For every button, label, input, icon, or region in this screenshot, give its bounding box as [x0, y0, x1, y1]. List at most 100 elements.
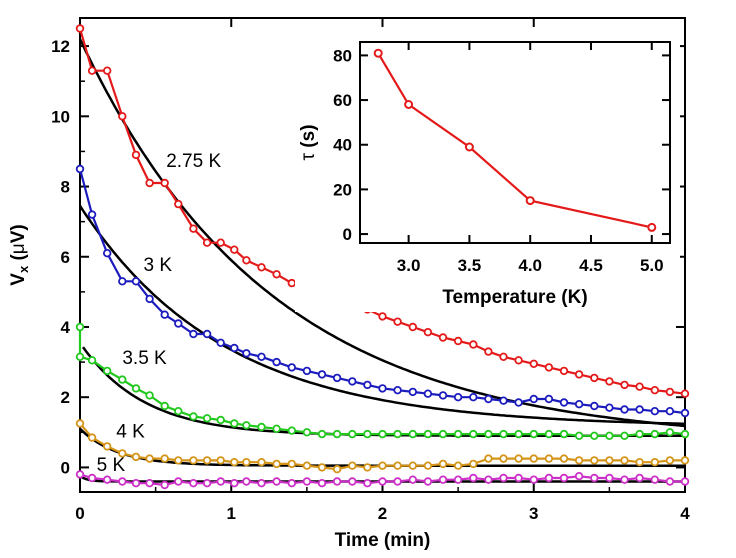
data-point: [242, 421, 251, 430]
data-point: [559, 366, 569, 376]
data-point: [272, 357, 281, 367]
data-point: [87, 356, 97, 365]
data-point: [408, 322, 417, 332]
data-point: [453, 461, 463, 470]
data-point: [287, 278, 296, 288]
data-point: [529, 454, 538, 463]
data-point: [559, 473, 569, 483]
data-point: [302, 366, 312, 376]
y-tick-label: 12: [51, 37, 70, 56]
data-point: [216, 338, 225, 347]
curve-label: 3 K: [144, 255, 173, 276]
x-tick-label: 2: [378, 504, 387, 523]
data-point: [574, 400, 584, 409]
data-point: [230, 419, 239, 428]
data-point: [118, 277, 127, 286]
inset-plot: 3.0 3.5 4.0 4.5 5.0 0 20 40 60 80 Temperature (K)…: [295, 30, 680, 312]
data-point: [131, 479, 141, 488]
data-point: [620, 405, 629, 414]
data-point: [87, 210, 97, 219]
main-y-axis-label-symbol: V: [8, 273, 29, 286]
data-point: [332, 465, 342, 474]
data-point: [202, 329, 212, 339]
data-point: [363, 463, 372, 472]
data-point: [242, 477, 251, 486]
data-point: [202, 479, 212, 488]
data-point: [529, 359, 538, 368]
data-point: [650, 407, 659, 416]
data-point: [174, 199, 183, 209]
data-point: [302, 428, 312, 437]
data-point: [423, 429, 433, 439]
data-point: [131, 150, 141, 160]
data-point: [174, 319, 183, 328]
data-point: [665, 456, 675, 465]
y-tick-label: 10: [51, 107, 70, 126]
data-point: [118, 449, 127, 458]
data-point: [363, 380, 372, 390]
y-tick-label: 8: [61, 178, 70, 197]
inset-data-point: [647, 222, 657, 232]
data-point: [287, 479, 296, 488]
series-4-K: [75, 419, 690, 474]
data-point: [272, 477, 281, 486]
data-point: [317, 479, 327, 488]
data-point: [680, 456, 690, 465]
data-point: [202, 414, 212, 423]
data-point: [438, 391, 448, 400]
data-point: [423, 461, 433, 470]
data-point: [620, 475, 629, 484]
data-point: [102, 66, 112, 75]
main-y-axis-label-unit: V): [8, 224, 29, 243]
data-point: [605, 377, 614, 386]
data-point: [302, 477, 312, 486]
data-point: [189, 456, 198, 465]
data-point: [272, 424, 281, 433]
series-3-5-K: [75, 322, 690, 440]
data-point: [544, 429, 554, 439]
inset-axis-ticks: 3.0 3.5 4.0 4.5 5.0 0 20 40 60 80: [333, 42, 670, 275]
main-y-axis-label-paren: (: [8, 254, 29, 266]
curve-label: 2.75 K: [166, 151, 221, 172]
data-point: [559, 454, 569, 463]
data-point: [87, 433, 97, 442]
data-point: [189, 479, 198, 488]
data-point: [635, 405, 644, 414]
inset-y-axis-label-unit: (s): [298, 124, 319, 153]
data-point: [160, 454, 169, 463]
fit-curve-3-K: [78, 205, 686, 426]
data-point: [230, 245, 239, 254]
data-point: [145, 294, 154, 304]
inset-background: [295, 30, 680, 312]
data-point: [590, 473, 599, 483]
data-point: [75, 419, 85, 428]
data-point: [529, 394, 538, 404]
data-point: [202, 238, 212, 247]
data-point: [216, 456, 225, 465]
data-point: [118, 112, 127, 121]
data-point: [230, 458, 239, 467]
data-point: [499, 473, 508, 483]
inset-data-point: [464, 142, 474, 152]
data-point: [242, 256, 251, 265]
data-point: [590, 456, 599, 465]
series-5-K: [75, 470, 690, 490]
inset-x-tick-label: 4.0: [518, 256, 542, 275]
data-point: [378, 477, 387, 486]
data-point: [650, 475, 659, 484]
data-point: [242, 349, 251, 358]
y-tick-label: 6: [61, 248, 70, 267]
data-point: [438, 429, 448, 439]
data-point: [189, 412, 198, 421]
data-point: [469, 459, 478, 469]
inset-y-tick-label: 20: [333, 180, 352, 199]
data-point: [393, 317, 402, 326]
data-point: [348, 377, 357, 386]
data-point: [174, 456, 183, 465]
data-point: [590, 401, 599, 411]
data-point: [75, 24, 85, 33]
y-tick-label: 4: [61, 318, 71, 337]
data-point: [635, 429, 644, 439]
